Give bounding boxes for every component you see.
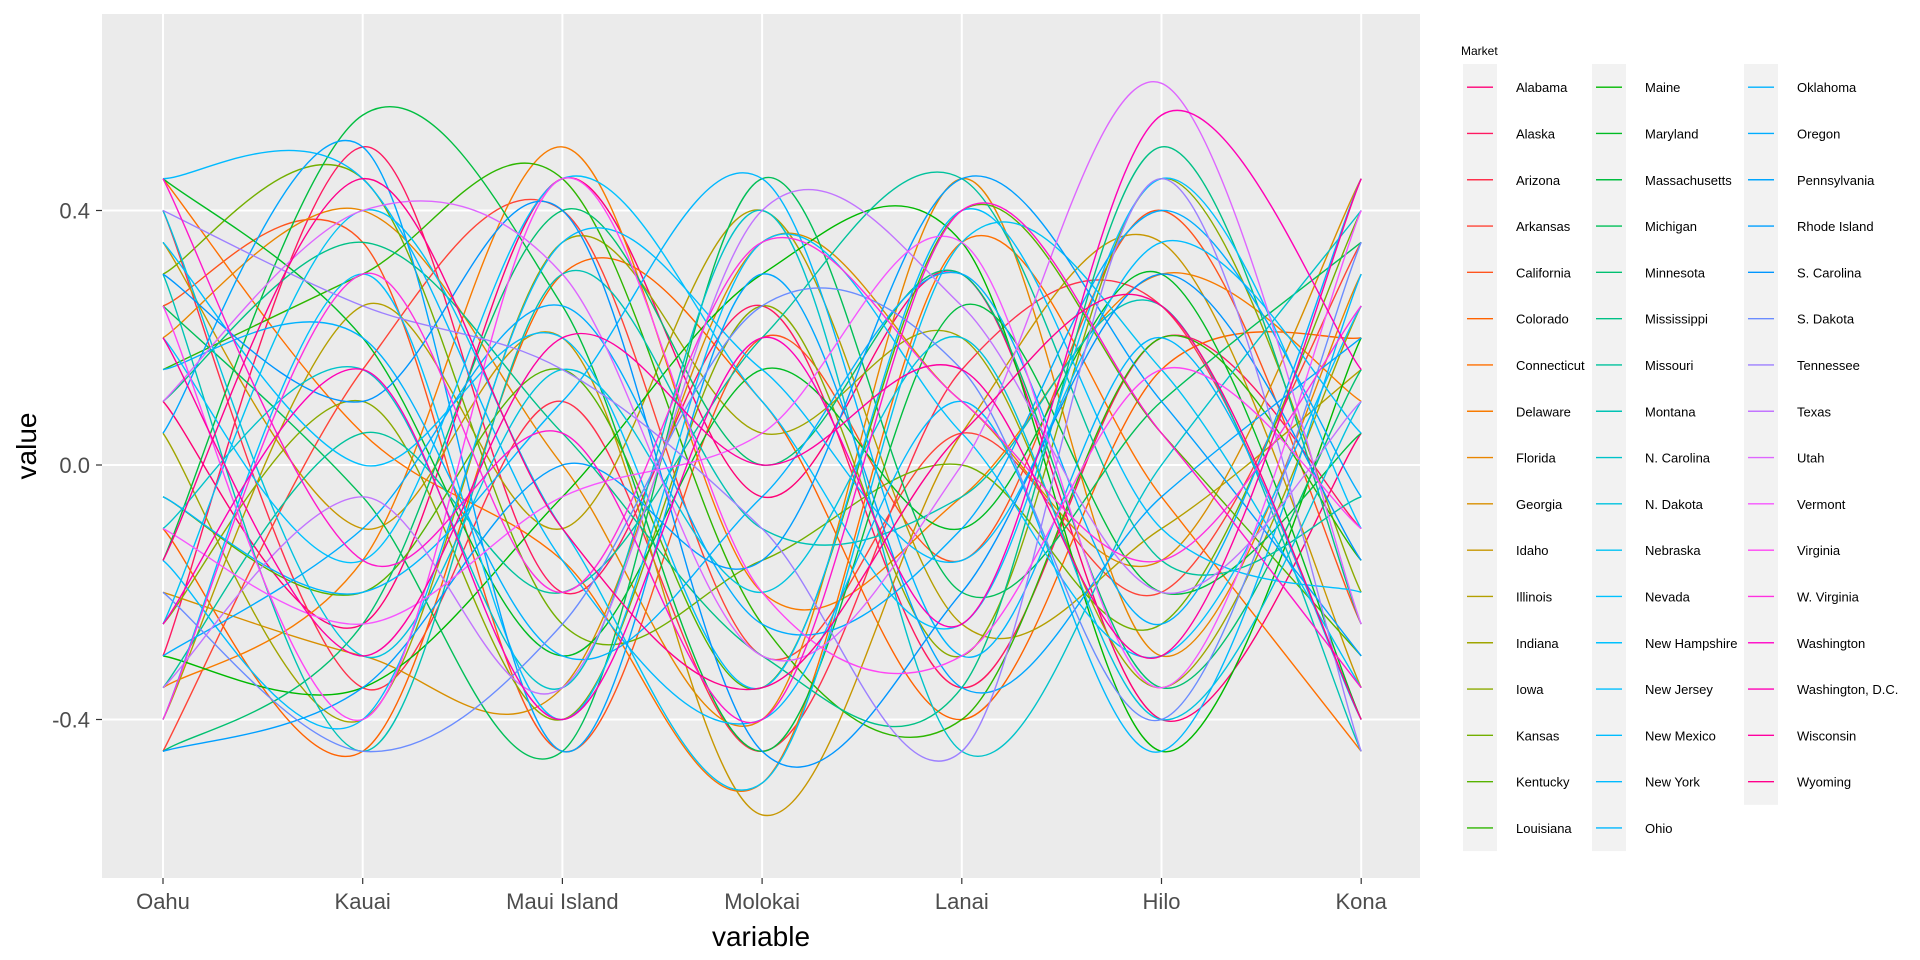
legend-label: S. Carolina bbox=[1797, 265, 1862, 280]
series-line bbox=[162, 149, 1362, 753]
legend-label: Utah bbox=[1797, 451, 1824, 466]
legend-label: Oregon bbox=[1797, 126, 1840, 141]
series-line bbox=[162, 139, 1362, 753]
legend-label: Wisconsin bbox=[1797, 728, 1856, 743]
y-axis-title: value bbox=[11, 413, 42, 480]
y-tick-label: 0.4 bbox=[59, 199, 90, 224]
legend-label: Rhode Island bbox=[1797, 219, 1874, 234]
x-tick-label: Kona bbox=[1336, 889, 1388, 914]
legend-label: Georgia bbox=[1516, 497, 1563, 512]
series-line bbox=[162, 236, 1362, 720]
legend-label: Maryland bbox=[1645, 126, 1698, 141]
legend-title: Market bbox=[1461, 44, 1498, 58]
legend-label: Michigan bbox=[1645, 219, 1697, 234]
series-line bbox=[162, 205, 1362, 753]
legend-label: Delaware bbox=[1516, 404, 1571, 419]
x-tick-label: Maui Island bbox=[506, 889, 619, 914]
legend-label: Pennsylvania bbox=[1797, 173, 1875, 188]
x-tick-label: Hilo bbox=[1143, 889, 1181, 914]
legend-label: Kentucky bbox=[1516, 775, 1570, 790]
x-axis: Oahu Kauai Maui Island Molokai Lanai Hilo Kona bbox=[136, 878, 1388, 914]
legend-label: Ohio bbox=[1645, 821, 1672, 836]
legend-label: Arkansas bbox=[1516, 219, 1571, 234]
legend-label: Montana bbox=[1645, 404, 1696, 419]
legend-label: Illinois bbox=[1516, 589, 1553, 604]
legend-label: Vermont bbox=[1797, 497, 1846, 512]
legend-label: Iowa bbox=[1516, 682, 1544, 697]
legend-label: California bbox=[1516, 265, 1572, 280]
legend-label: Nevada bbox=[1645, 589, 1691, 604]
legend-key-background bbox=[1744, 64, 1778, 805]
y-tick-label: -0.4 bbox=[52, 708, 90, 733]
legend-label: Minnesota bbox=[1645, 265, 1706, 280]
legend-label: New Mexico bbox=[1645, 728, 1716, 743]
legend-label: Mississippi bbox=[1645, 312, 1708, 327]
legend-label: Massachusetts bbox=[1645, 173, 1732, 188]
series-line bbox=[162, 209, 1362, 657]
legend-label: Alabama bbox=[1516, 80, 1568, 95]
series-line bbox=[162, 188, 1362, 695]
legend-label: Arizona bbox=[1516, 173, 1561, 188]
legend-label: Colorado bbox=[1516, 312, 1569, 327]
legend-label: Texas bbox=[1797, 404, 1831, 419]
legend-label: W. Virginia bbox=[1797, 589, 1860, 604]
legend-label: Nebraska bbox=[1645, 543, 1701, 558]
legend-label: Washington bbox=[1797, 636, 1865, 651]
series-line bbox=[162, 109, 1362, 721]
legend-label: New Hampshire bbox=[1645, 636, 1737, 651]
x-tick-label: Oahu bbox=[136, 889, 190, 914]
legend-label: New Jersey bbox=[1645, 682, 1713, 697]
series-line bbox=[162, 178, 1362, 661]
legend-label: Maine bbox=[1645, 80, 1680, 95]
legend-label: Oklahoma bbox=[1797, 80, 1857, 95]
legend-label: Tennessee bbox=[1797, 358, 1860, 373]
y-tick-label: 0.0 bbox=[59, 453, 90, 478]
x-axis-title: variable bbox=[712, 921, 810, 952]
x-tick-label: Molokai bbox=[724, 889, 800, 914]
series-line bbox=[162, 177, 1362, 720]
legend-label: Indiana bbox=[1516, 636, 1559, 651]
legend-label: Virginia bbox=[1797, 543, 1841, 558]
series-line bbox=[162, 177, 1362, 721]
legend-label: Connecticut bbox=[1516, 358, 1585, 373]
series-line bbox=[162, 146, 1362, 728]
y-axis: -0.4 0.0 0.4 bbox=[52, 199, 102, 733]
legend-label: Kansas bbox=[1516, 728, 1560, 743]
legend-label: Wyoming bbox=[1797, 775, 1851, 790]
series-line bbox=[162, 233, 1362, 816]
series-lines bbox=[162, 81, 1362, 816]
x-tick-label: Kauai bbox=[335, 889, 391, 914]
x-tick-label: Lanai bbox=[935, 889, 989, 914]
series-line bbox=[162, 178, 1362, 720]
series-line bbox=[162, 178, 1362, 660]
legend-label: Washington, D.C. bbox=[1797, 682, 1898, 697]
series-line bbox=[162, 175, 1362, 752]
legend: Market Alabama Alaska Arizona Arkansas Calif… bbox=[1461, 44, 1898, 852]
legend-label: New York bbox=[1645, 775, 1700, 790]
legend-label: Missouri bbox=[1645, 358, 1694, 373]
legend-label: Florida bbox=[1516, 451, 1557, 466]
panel-background bbox=[102, 14, 1420, 878]
legend-label: N. Carolina bbox=[1645, 451, 1711, 466]
series-line bbox=[162, 208, 1362, 690]
legend-label: N. Dakota bbox=[1645, 497, 1704, 512]
series-line bbox=[162, 106, 1362, 753]
legend-label: Louisiana bbox=[1516, 821, 1572, 836]
series-line bbox=[162, 178, 1362, 724]
series-line bbox=[162, 172, 1362, 720]
legend-label: Alaska bbox=[1516, 126, 1556, 141]
series-line bbox=[162, 176, 1362, 760]
legend-label: S. Dakota bbox=[1797, 312, 1855, 327]
series-line bbox=[162, 210, 1362, 689]
series-line bbox=[162, 81, 1362, 662]
series-line bbox=[162, 242, 1362, 753]
legend-label: Idaho bbox=[1516, 543, 1549, 558]
